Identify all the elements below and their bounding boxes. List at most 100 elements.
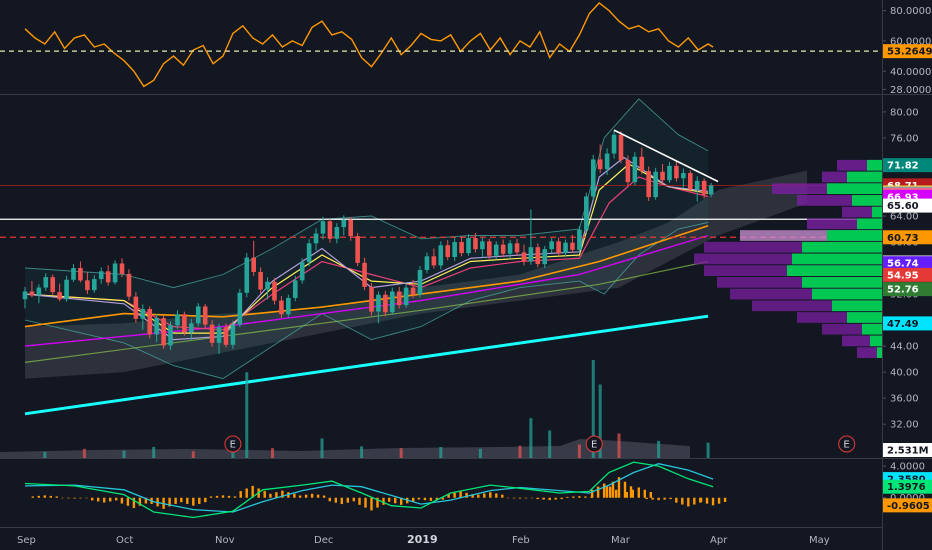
candle-body — [244, 257, 250, 293]
price-panel[interactable]: 80.0076.0072.0068.0064.0060.0056.0052.00… — [0, 98, 932, 458]
earnings-marker-label: E — [230, 440, 236, 451]
time-axis-label: Dec — [314, 535, 333, 546]
macd-histogram-bar — [227, 495, 231, 498]
candle-body — [618, 134, 624, 161]
candle-body — [466, 238, 471, 254]
candle-body — [202, 306, 208, 325]
volume-profile-up-bar — [832, 300, 882, 312]
price-label: 66.93 — [887, 192, 919, 203]
macd-histogram-bar — [495, 493, 498, 498]
macd-histogram-bar — [138, 497, 142, 506]
candle-body — [85, 280, 90, 291]
macd-histogram-bar — [67, 497, 70, 499]
macd-histogram-bar — [429, 497, 433, 501]
volume-profile-total-bar — [822, 323, 882, 335]
candle-body — [556, 241, 561, 254]
price-axis-tick-label: 76.00 — [890, 133, 919, 144]
rsi-panel[interactable]: 80.0000 60.0000 40.0000 28.0000 53.2649 — [0, 2, 932, 96]
candle-body — [563, 242, 568, 254]
macd-histogram-bar — [394, 497, 397, 504]
macd-histogram-bar — [681, 497, 684, 505]
macd-histogram-bar — [629, 486, 633, 498]
candle-body — [119, 263, 125, 274]
macd-histogram-bar — [37, 495, 40, 498]
volume-bar — [598, 384, 602, 458]
candle-body — [36, 287, 42, 296]
earnings-marker-icon — [838, 435, 856, 453]
price-axis-tick-label: 36.00 — [890, 394, 919, 405]
candle-body — [514, 243, 520, 253]
candle-body — [674, 165, 679, 179]
macd-axis-tick-label: 4.0000 — [890, 462, 925, 473]
candle-body — [279, 300, 284, 315]
macd-value-label: 1.3976 — [887, 482, 926, 493]
sma-200-line — [24, 314, 709, 416]
macd-histogram-bar — [376, 497, 379, 508]
time-axis[interactable]: Sep Oct Nov Dec 2019 Feb Mar Apr May — [17, 533, 830, 546]
rsi-axis-tick-label: 28.0000 — [890, 85, 931, 96]
time-axis-label: May — [809, 535, 830, 546]
candle-body — [687, 173, 693, 190]
price-label: 56.74 — [887, 259, 919, 270]
macd-histogram-bar — [602, 483, 606, 498]
candle-body — [410, 287, 416, 295]
candle-body — [43, 277, 49, 288]
candle-body — [459, 242, 464, 254]
macd-histogram-bar — [617, 477, 621, 498]
price-labels: 71.8268.7167.6167.4667.2266.9365.6060.73… — [883, 158, 932, 331]
volume-profile-up-bar — [877, 347, 882, 358]
earnings-marker-icon — [585, 435, 603, 453]
macd-histogram-bar — [168, 497, 171, 507]
macd-histogram-bar — [293, 493, 296, 498]
macd-histogram-bar — [352, 497, 355, 502]
macd-histogram-bar — [239, 491, 242, 498]
volume-bar — [245, 372, 249, 458]
candle-body — [168, 325, 173, 346]
macd-histogram-bar — [524, 497, 528, 499]
volume-profile-up-bar — [802, 277, 882, 288]
descending-trendline[interactable] — [613, 129, 719, 183]
macd-histogram-bar — [55, 496, 58, 498]
macd-value-label: -0.9605 — [887, 501, 930, 512]
macd-histogram-bar — [711, 497, 715, 506]
macd-histogram-bar — [693, 497, 696, 505]
volume-bar — [439, 446, 443, 458]
bollinger-bands — [24, 98, 709, 380]
candle-body — [71, 268, 76, 280]
volume-profile-up-bar — [857, 218, 882, 230]
support-resistance-lines — [0, 184, 882, 238]
price-axis-tick-label: 32.00 — [890, 420, 919, 431]
price-axis-tick-label: 64.00 — [890, 212, 919, 223]
volume-profile-total-bar — [740, 230, 882, 241]
macd-histogram-bar — [198, 497, 201, 504]
candle-body — [473, 238, 478, 250]
candle-body — [646, 171, 651, 198]
candle-body — [424, 256, 430, 270]
candle-body — [694, 180, 700, 190]
macd-histogram-bar — [144, 497, 148, 504]
volume-bar — [657, 440, 661, 458]
rsi-axis-tick-label: 40.0000 — [890, 67, 931, 78]
macd-histogram-bar — [322, 495, 326, 498]
volume-profile-total-bar — [842, 335, 882, 347]
macd-histogram-bar — [186, 497, 189, 504]
volume-profile-up-bar — [847, 171, 882, 183]
macd-line — [24, 461, 714, 519]
price-label-bg — [883, 230, 932, 245]
volume-bars — [0, 360, 710, 458]
time-axis-label: Nov — [215, 535, 235, 546]
candle-body — [480, 241, 485, 250]
macd-value-label-bg — [883, 498, 932, 513]
volume-profile-total-bar — [842, 206, 882, 218]
earnings-marker-icon — [224, 435, 242, 453]
candlesticks — [22, 130, 714, 354]
volume-profile — [694, 159, 882, 358]
candle-body — [292, 280, 298, 298]
volume-profile-total-bar — [752, 300, 882, 312]
macd-histogram-bar — [572, 496, 575, 498]
macd-histogram-bar — [245, 488, 248, 498]
candle-body — [660, 171, 665, 181]
volume-profile-total-bar — [797, 312, 882, 323]
macd-histogram-bar — [423, 497, 427, 501]
